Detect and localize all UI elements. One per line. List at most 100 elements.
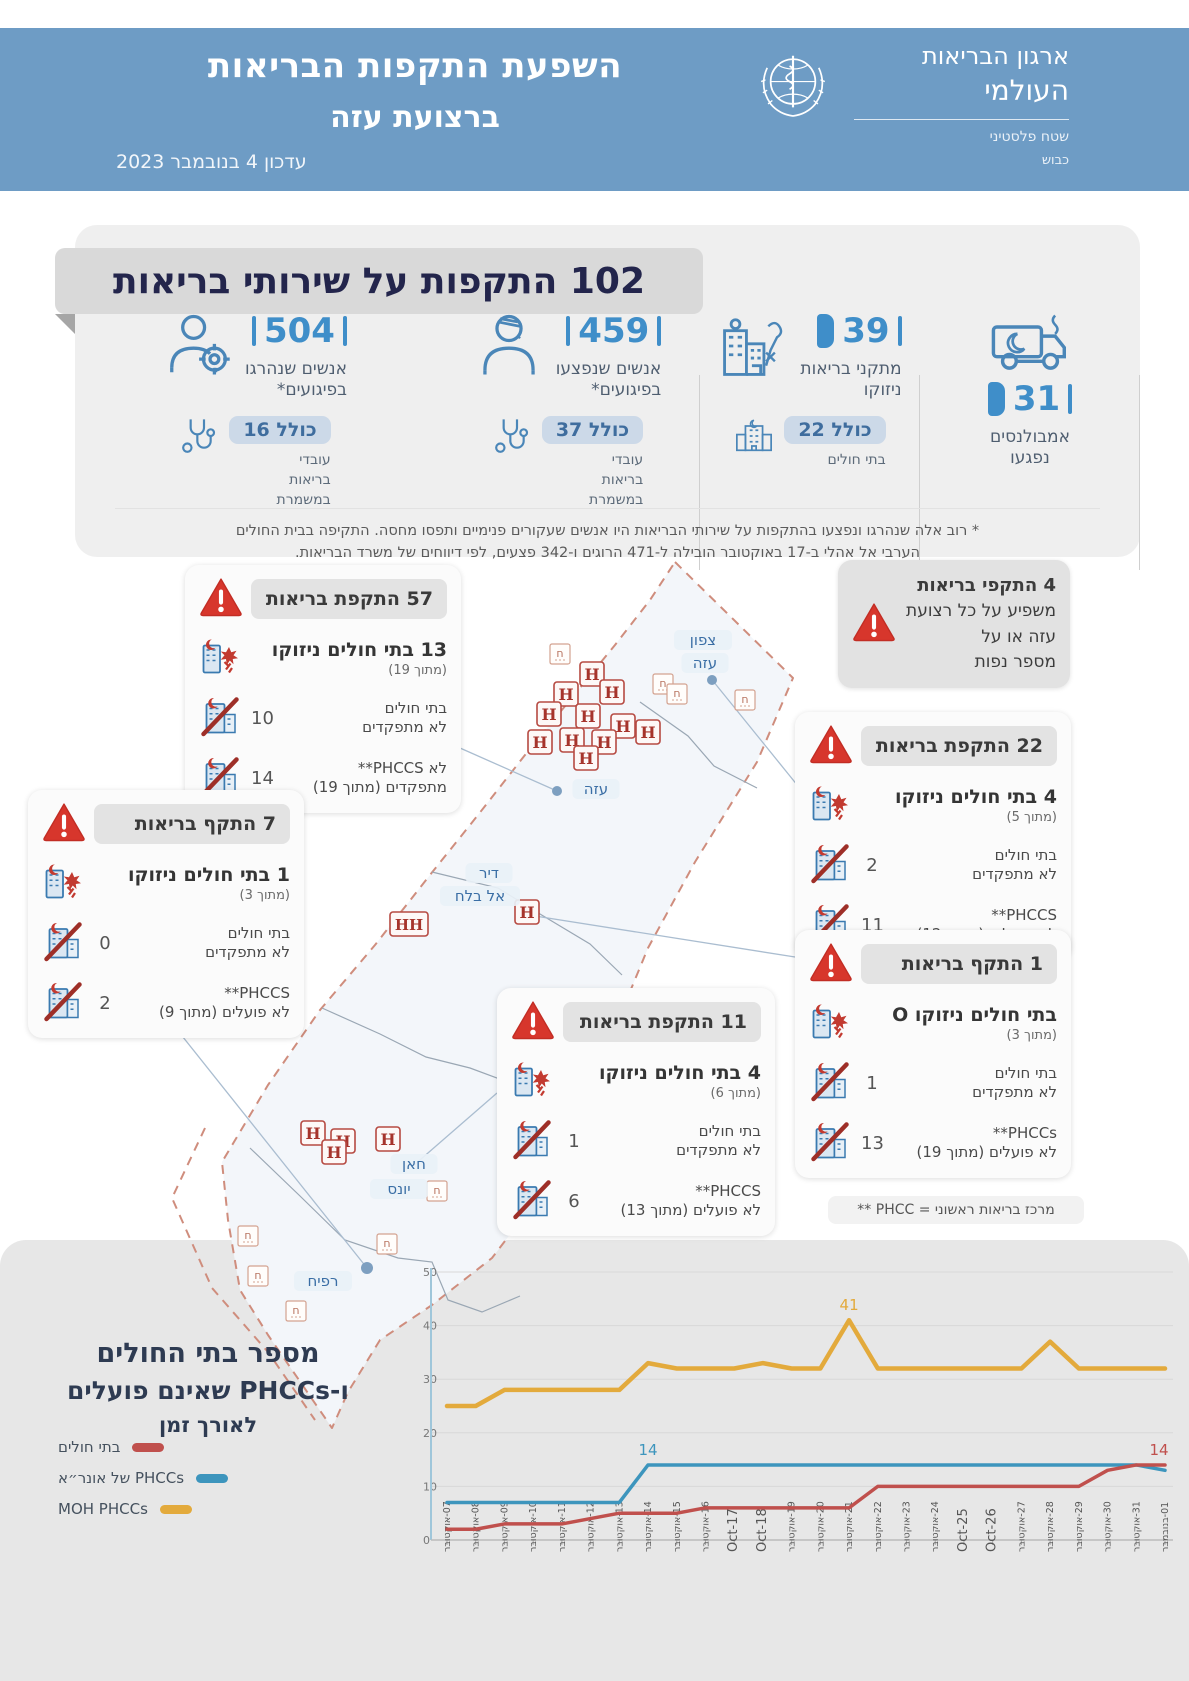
line-chart: 0102030405007-אוקטובר08-אוקטובר09-אוקטוב… — [423, 1266, 1173, 1552]
title-line1: השפעת התקפות הבריאות — [207, 46, 623, 86]
injured-sub-label: עובדי בריאות במשמרת — [589, 451, 644, 509]
facilities-sub-label: בתי חולים — [827, 451, 886, 468]
phcc-crossed-icon — [42, 980, 84, 1026]
moh-phccs-swatch — [159, 1504, 192, 1514]
hospitals-included: כולל 22 — [784, 415, 886, 444]
legend-moh-phccs: MOH PHCCs — [58, 1500, 228, 1518]
svg-text:13-אוקטובר: 13-אוקטובר — [614, 1501, 625, 1552]
person-injured-icon — [474, 311, 544, 385]
region-label: חאן — [402, 1155, 426, 1173]
person-target-icon — [163, 311, 233, 385]
hospital-damaged-icon — [199, 635, 241, 681]
killed-label: אנשים שנהרגו בפיגועים* — [245, 359, 347, 401]
hospital-marker — [300, 1120, 326, 1146]
svg-text:H: H — [584, 665, 599, 684]
svg-text:19-אוקטובר: 19-אוקטובר — [787, 1501, 798, 1552]
svg-text:ח: ח — [659, 677, 666, 690]
total-attacks-banner: 102 התקפות על שירותי בריאות — [55, 248, 703, 314]
phcc-crossed-icon — [511, 1178, 553, 1224]
svg-text:ח: ח — [556, 647, 563, 660]
hospital-marker — [599, 679, 625, 705]
svg-text:26-Oct: 26-Oct — [985, 1508, 1000, 1552]
svg-text:14-אוקטובר: 14-אוקטובר — [643, 1501, 654, 1552]
hospital-damaged-icon — [42, 860, 84, 906]
ambulance-icon — [987, 360, 1073, 379]
svg-text:21-אוקטובר: 21-אוקטובר — [844, 1501, 855, 1552]
region-label-bg — [465, 863, 513, 883]
svg-text:H: H — [326, 1143, 341, 1162]
injured-health-workers: כולל 37 — [541, 415, 644, 444]
injured-label: אנשים שנפצעו בפיגועים* — [555, 359, 662, 401]
summary-footnote: * רוב אלה שנהרגו ונפצעו בהתקפות על שירות… — [115, 508, 1100, 565]
stat-people-killed: 504 אנשים שנהרגו בפיגועים* כולל 16 עובדי… — [75, 303, 435, 508]
svg-text:ח: ח — [433, 1184, 440, 1197]
hospital-icon — [734, 416, 774, 460]
title-line2: ברצועת עזה — [330, 100, 500, 135]
hospital-marker — [573, 745, 599, 771]
hospital-marker — [321, 1139, 347, 1165]
region-label-bg — [440, 886, 520, 906]
region-label: עזה — [584, 780, 608, 798]
hospital-marker — [330, 1128, 356, 1154]
hospital-marker — [375, 1126, 401, 1152]
hospital-crossed-icon — [199, 695, 241, 741]
hospital-crossed-icon — [809, 1060, 851, 1106]
hospital-marker — [575, 703, 601, 729]
warning-icon — [42, 802, 86, 846]
svg-text:30-אוקטובר: 30-אוקטובר — [1103, 1501, 1114, 1552]
building-damaged-icon — [718, 311, 788, 385]
svg-text:ח: ח — [741, 693, 748, 706]
svg-text:H: H — [580, 707, 595, 726]
page-title: השפעת התקפות הבריאות ברצועת עזה עדכון 4 … — [70, 46, 760, 173]
hospital-pair-marker — [389, 911, 429, 937]
series-2 — [444, 1317, 1168, 1409]
svg-text:16-אוקטובר: 16-אוקטובר — [700, 1501, 711, 1552]
svg-text:H: H — [640, 723, 655, 742]
org-name-line2: העולמי — [984, 74, 1069, 107]
facilities-count: 39 — [800, 311, 902, 351]
svg-text:H: H — [578, 749, 593, 768]
hospital-damaged-icon — [809, 1000, 851, 1046]
region-label: אל בלח — [455, 887, 505, 905]
region-label-bg — [572, 779, 620, 799]
region-label-bg — [681, 653, 729, 673]
org-territory-line1: שטח פלסטיני — [989, 129, 1069, 145]
svg-text:25-Oct: 25-Oct — [956, 1508, 971, 1552]
svg-text:31-אוקטובר: 31-אוקטובר — [1131, 1501, 1142, 1552]
svg-text:15-אוקטובר: 15-אוקטובר — [672, 1501, 683, 1552]
warning-icon — [852, 602, 896, 646]
hospital-damaged-icon — [809, 782, 851, 828]
facilities-label: מתקני בריאות ניזוקו — [800, 359, 902, 401]
clinic-marker — [734, 689, 756, 711]
chart-title: מספר בתי החולים ו-PHCCs שאינם פועלים לאו… — [66, 1338, 350, 1437]
callout-north-gaza-22: 22 התקפת בריאות 4 בתי חולים ניזוקו (מתוך … — [795, 712, 1071, 960]
unrwa-phccs-swatch — [196, 1473, 229, 1483]
injured-count: 459 — [556, 311, 662, 351]
svg-text:29-אוקטובר: 29-אוקטובר — [1074, 1501, 1085, 1552]
data-label: 41 — [840, 1296, 859, 1314]
banner-fold — [55, 314, 75, 334]
svg-text:H: H — [604, 683, 619, 702]
hospital-marker — [635, 719, 661, 745]
svg-text:22-אוקטובר: 22-אוקטובר — [873, 1501, 884, 1552]
hospital-marker — [536, 701, 562, 727]
svg-text:0: 0 — [423, 1534, 430, 1547]
killed-health-workers: כולל 16 — [229, 415, 331, 444]
hospital-marker — [514, 899, 540, 925]
stethoscope-icon — [179, 416, 219, 460]
svg-text:09-אוקטובר: 09-אוקטובר — [499, 1501, 510, 1552]
stat-people-injured: 459 אנשים שנפצעו בפיגועים* כולל 37 עובדי… — [435, 303, 700, 570]
svg-text:11-אוקטובר: 11-אוקטובר — [557, 1501, 568, 1552]
chart-legend: בתי חולים PHCCs של אונר״א MOH PHCCs — [58, 1438, 229, 1531]
hospital-crossed-icon — [809, 842, 851, 888]
svg-text:17-Oct: 17-Oct — [726, 1508, 741, 1552]
org-name-line1: ארגון הבריאות — [921, 42, 1069, 70]
svg-text:20-אוקטובר: 20-אוקטובר — [815, 1501, 826, 1552]
killed-sub-label: עובדי בריאות במשמרת — [276, 451, 331, 509]
hospital-marker — [610, 713, 636, 739]
clinic-marker — [549, 643, 571, 665]
ambulances-count: 31 — [920, 379, 1140, 419]
region-label: עזה — [693, 654, 717, 672]
callout-strip-wide-4: 4 התקפי בריאות משפיע על כל רצועת עזה או … — [838, 560, 1070, 688]
